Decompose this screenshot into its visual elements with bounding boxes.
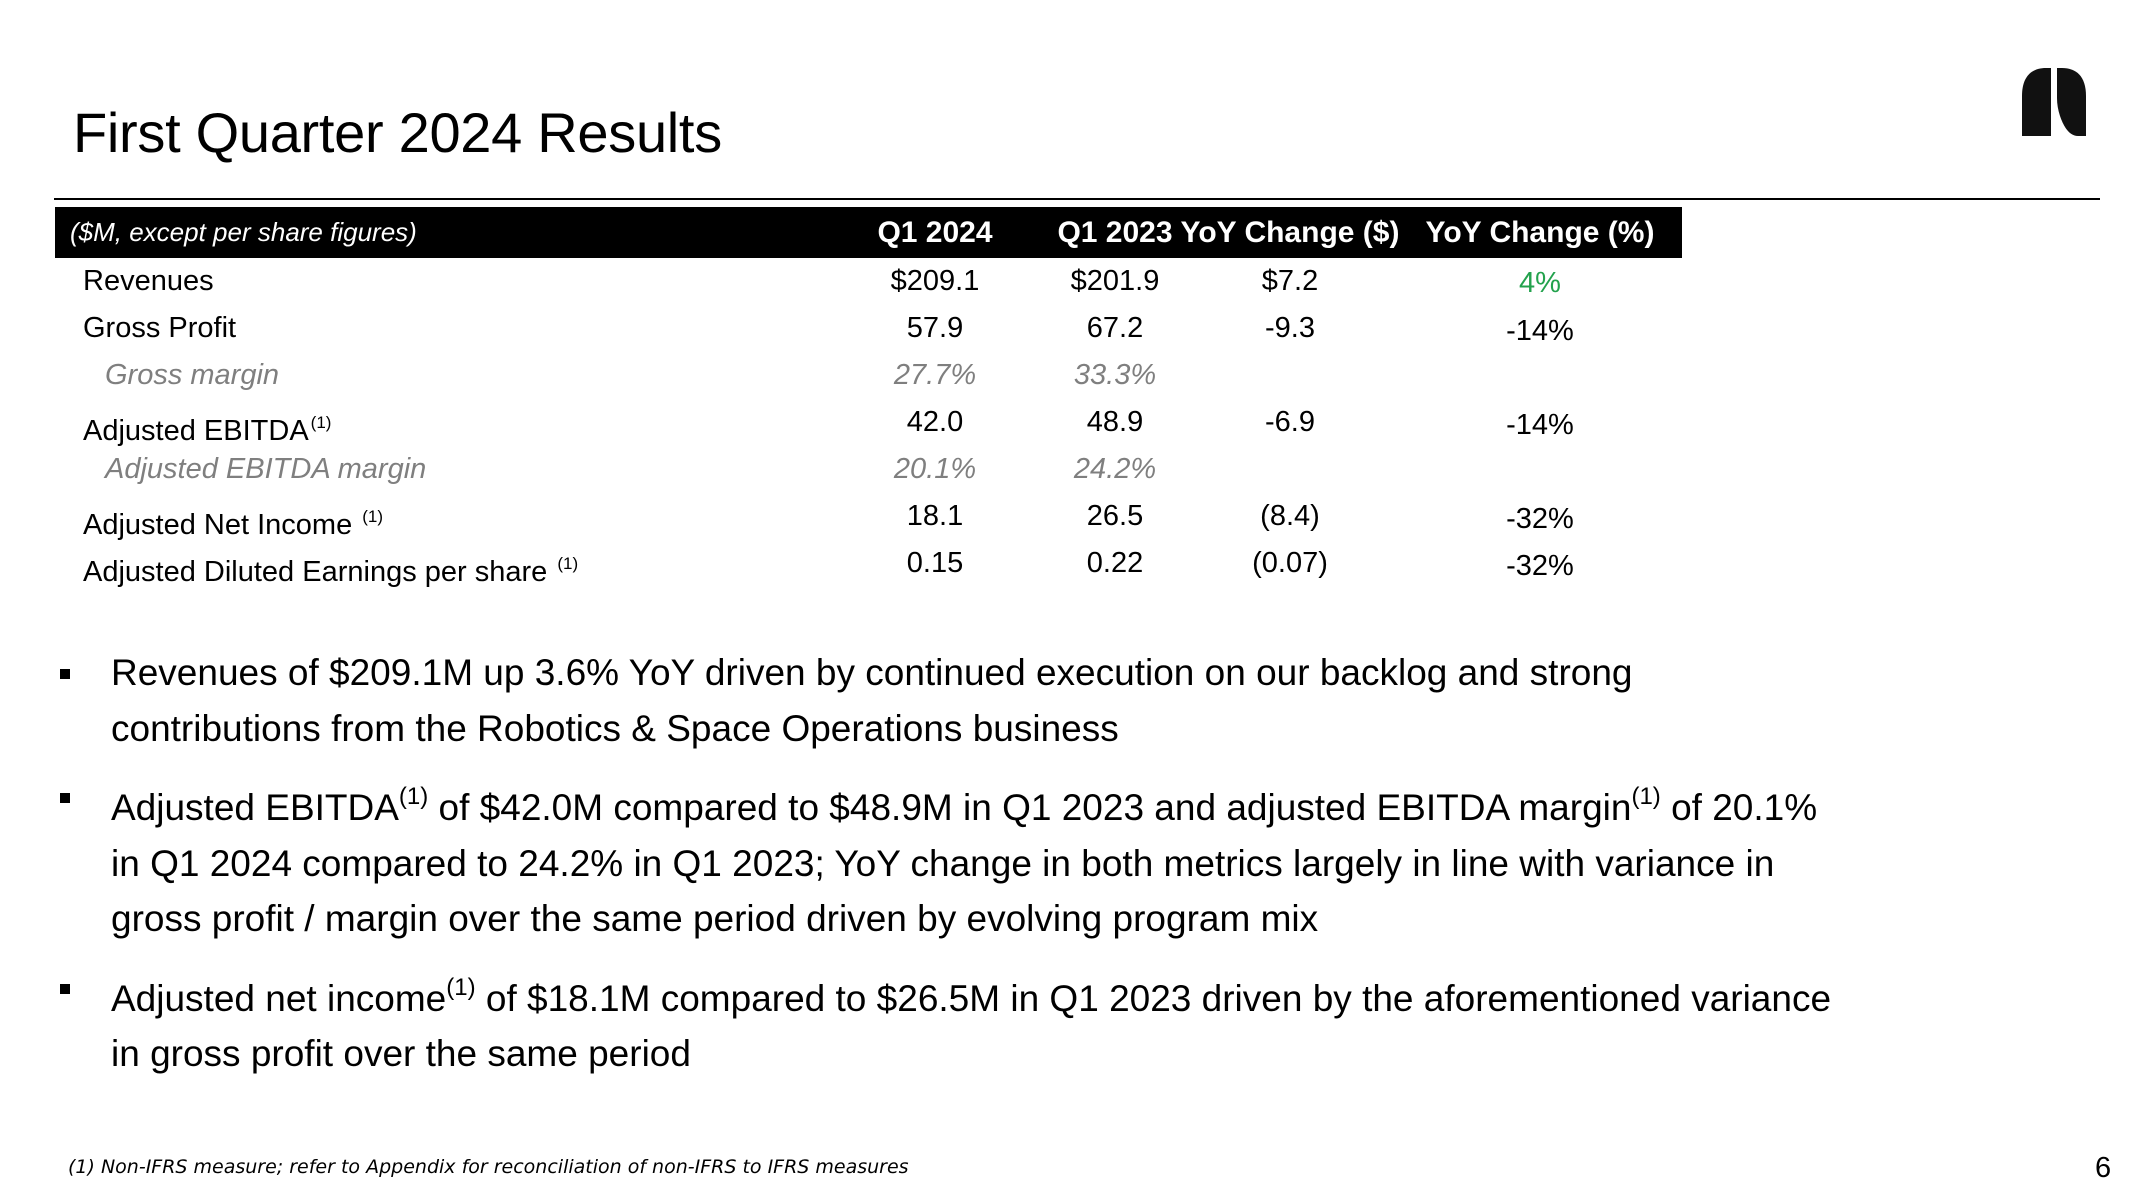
cell-q1-2023: 48.9 (1086, 406, 1144, 438)
footnote-marker: (1) (446, 973, 476, 1001)
row-label: Adjusted EBITDA (1) (83, 413, 332, 447)
footnote-marker: (1) (1631, 783, 1661, 810)
cell-q1-2024: 20.1% (893, 453, 977, 485)
row-label: Revenues (83, 265, 214, 297)
cell-yoy-pct: -14% (1506, 409, 1574, 441)
col-header-yoy-dollar: YoY Change ($) (1180, 216, 1400, 249)
cell-q1-2024: 57.9 (906, 312, 964, 344)
row-label: Adjusted Diluted Earnings per share (1) (83, 554, 579, 588)
bullet-square-icon (60, 983, 70, 994)
list-item: Adjusted net income(1) of $18.1M compare… (54, 960, 1834, 1082)
row-label: Adjusted EBITDA margin (105, 453, 427, 485)
table-row: Revenues $209.1 $201.9 $7.2 4% (55, 258, 1682, 305)
row-label: Gross margin (105, 359, 280, 391)
title-divider (54, 198, 2100, 200)
cell-q1-2023: 0.22 (1086, 547, 1144, 579)
col-header-yoy-pct: YoY Change (%) (1425, 216, 1655, 249)
footnote-text: (1) Non-IFRS measure; refer to Appendix … (68, 1156, 909, 1178)
cell-yoy-dollar: -6.9 (1265, 406, 1315, 438)
highlights-list: Revenues of $209.1M up 3.6% YoY driven b… (54, 645, 1834, 1095)
row-label: Adjusted Net Income (1) (83, 507, 384, 541)
cell-yoy-dollar: (8.4) (1260, 500, 1320, 532)
cell-q1-2023: 33.3% (1073, 359, 1157, 391)
cell-q1-2023: 26.5 (1086, 500, 1144, 532)
table-row: Gross Profit 57.9 67.2 -9.3 -14% (55, 305, 1682, 352)
cell-q1-2024: 18.1 (906, 500, 964, 532)
list-item: Revenues of $209.1M up 3.6% YoY driven b… (54, 645, 1834, 756)
company-logo (2022, 68, 2086, 136)
cell-yoy-dollar: -9.3 (1265, 312, 1315, 344)
cell-q1-2023: 24.2% (1073, 453, 1157, 485)
units-label: ($M, except per share figures) (70, 217, 417, 247)
cell-q1-2024: 0.15 (906, 547, 964, 579)
table-row: Adjusted Net Income (1) 18.1 26.5 (8.4) … (55, 493, 1682, 541)
cell-yoy-pct: -32% (1506, 550, 1574, 582)
cell-q1-2024: 42.0 (906, 406, 964, 438)
cell-q1-2024: 27.7% (893, 359, 977, 391)
table-row: Adjusted EBITDA (1) 42.0 48.9 -6.9 -14% (55, 399, 1682, 447)
col-header-q1-2023: Q1 2023 (1057, 216, 1173, 249)
table-header: ($M, except per share figures) Q1 2024 Q… (55, 207, 1682, 258)
list-item: Adjusted EBITDA(1) of $42.0M compared to… (54, 769, 1834, 947)
page-number: 6 (2095, 1152, 2112, 1184)
cell-q1-2023: $201.9 (1070, 265, 1160, 297)
cell-yoy-dollar: $7.2 (1261, 265, 1319, 297)
cell-yoy-pct: -14% (1506, 315, 1574, 347)
footnote-marker: (1) (310, 413, 332, 432)
cell-q1-2023: 67.2 (1086, 312, 1144, 344)
bullet-square-icon (60, 669, 70, 679)
table-row: Adjusted EBITDA margin 20.1% 24.2% (55, 446, 1682, 493)
bullet-square-icon (60, 793, 70, 803)
cell-yoy-pct: 4% (1519, 267, 1561, 299)
cell-q1-2024: $209.1 (890, 265, 980, 297)
row-label: Gross Profit (83, 312, 237, 344)
footnote-marker: (1) (398, 783, 429, 810)
col-header-q1-2024: Q1 2024 (877, 216, 993, 249)
cell-yoy-pct: -32% (1506, 503, 1574, 535)
table-row: Adjusted Diluted Earnings per share (1) … (55, 540, 1682, 588)
cell-yoy-dollar: (0.07) (1252, 547, 1328, 579)
page-title: First Quarter 2024 Results (73, 101, 722, 164)
table-row: Gross margin 27.7% 33.3% (55, 352, 1682, 399)
footnote-marker: (1) (362, 507, 384, 526)
footnote-marker: (1) (557, 554, 579, 573)
